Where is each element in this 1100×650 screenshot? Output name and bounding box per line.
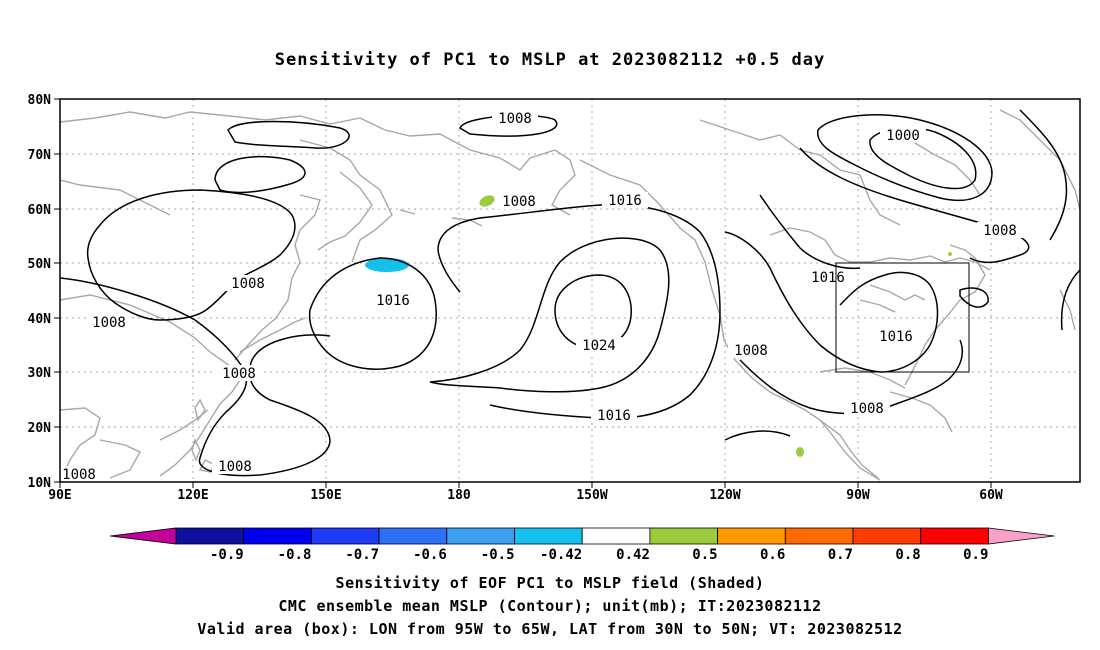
svg-text:1008: 1008 <box>498 111 532 127</box>
lat-label: 30N <box>28 366 52 381</box>
contour-label: 1008 <box>728 342 774 359</box>
colorbar-high-triangle <box>988 527 1055 545</box>
colorbar-segment <box>717 527 786 545</box>
svg-text:1016: 1016 <box>376 293 410 309</box>
positive-sensitivity-patch <box>479 195 495 207</box>
contour-label: 1008 <box>86 314 132 331</box>
colorbar-label: -0.6 <box>413 547 447 563</box>
colorbar-segment <box>514 527 583 545</box>
lat-label: 80N <box>28 93 52 108</box>
contour-label: 1008 <box>492 110 538 127</box>
contour-label: 1008 <box>495 193 541 210</box>
coastlines <box>60 109 1080 481</box>
footer-line-2: CMC ensemble mean MSLP (Contour); unit(m… <box>278 597 822 615</box>
lat-label: 60N <box>28 203 52 218</box>
colorbar-label: -0.8 <box>278 547 312 563</box>
contour-label: 1008 <box>225 275 271 292</box>
lat-label: 50N <box>28 257 52 272</box>
colorbar-low-triangle <box>109 527 177 545</box>
contour-label: 1008 <box>212 458 258 475</box>
svg-text:1008: 1008 <box>222 366 256 382</box>
contour-label: 1008 <box>844 400 890 417</box>
sensitivity-shading <box>365 195 952 457</box>
colorbar-segment <box>649 527 719 545</box>
svg-text:1008: 1008 <box>92 315 126 331</box>
svg-text:1008: 1008 <box>502 194 536 210</box>
colorbar-segment <box>784 527 854 545</box>
lat-label: 20N <box>28 421 52 436</box>
longitude-labels: 90E 120E 150E 180 150W 120W 90W 60W <box>48 488 1003 503</box>
colorbar-segment <box>920 527 989 545</box>
contour-label: 1016 <box>805 269 851 286</box>
colorbar-segment <box>310 527 380 545</box>
svg-text:1000: 1000 <box>886 128 920 144</box>
svg-text:1008: 1008 <box>983 223 1017 239</box>
lat-label: 10N <box>28 476 52 491</box>
colorbar-segment <box>852 527 922 545</box>
contour-label: 1016 <box>602 192 648 209</box>
colorbar-label: 0.42 <box>616 547 650 563</box>
lon-label: 90E <box>48 488 71 503</box>
colorbar: -0.9 -0.8 -0.7 -0.6 -0.5 -0.42 0.42 0.5 0.6 0.7 0.… <box>109 527 1055 563</box>
footer-line-1: Sensitivity of EOF PC1 to MSLP field (Sh… <box>335 574 765 592</box>
colorbar-label: 0.9 <box>963 547 988 563</box>
svg-text:1008: 1008 <box>218 459 252 475</box>
colorbar-label: 0.8 <box>895 547 920 563</box>
svg-text:1008: 1008 <box>231 276 265 292</box>
colorbar-label: -0.7 <box>345 547 379 563</box>
svg-text:1016: 1016 <box>811 270 845 286</box>
colorbar-label: 0.6 <box>760 547 785 563</box>
map-frame <box>59 98 1081 483</box>
tick-marks <box>54 98 992 488</box>
svg-text:1008: 1008 <box>850 401 884 417</box>
contour-label: 1000 <box>880 127 926 144</box>
lon-label: 90W <box>846 488 870 503</box>
svg-text:1016: 1016 <box>879 329 913 345</box>
lon-label: 180 <box>447 488 471 503</box>
valid-area-box <box>835 262 970 373</box>
colorbar-segment <box>446 527 515 545</box>
lon-label: 60W <box>979 488 1003 503</box>
contour-label: 1016 <box>873 328 919 345</box>
lon-label: 120W <box>709 488 740 503</box>
contour-label: 1008 <box>977 222 1023 239</box>
lon-label: 120E <box>177 488 208 503</box>
svg-text:1016: 1016 <box>608 193 642 209</box>
positive-sensitivity-patch <box>948 252 952 256</box>
contour-label: 1024 <box>576 337 622 354</box>
map-title: Sensitivity of PC1 to MSLP at 2023082112… <box>274 50 826 70</box>
colorbar-label: -0.5 <box>481 547 515 563</box>
colorbar-label: -0.42 <box>540 547 582 563</box>
contour-labels: 1008 1008 1016 1008 1008 1008 1016 1008 … <box>60 110 1023 483</box>
map-panel: 1008 1008 1016 1008 1008 1008 1016 1008 … <box>60 99 1080 483</box>
colorbar-segment <box>378 527 448 545</box>
positive-sensitivity-patch <box>796 447 804 457</box>
colorbar-segment <box>175 527 245 545</box>
svg-text:1024: 1024 <box>582 338 616 354</box>
colorbar-segment <box>243 527 312 545</box>
colorbar-label: -0.9 <box>210 547 244 563</box>
svg-text:1008: 1008 <box>734 343 768 359</box>
negative-sensitivity-patch <box>365 258 409 272</box>
latitude-labels: 80N 70N 60N 50N 40N 30N 20N 10N <box>28 93 52 491</box>
footer-line-3: Valid area (box): LON from 95W to 65W, L… <box>197 620 903 638</box>
contour-label: 1008 <box>216 365 262 382</box>
colorbar-segment <box>581 527 651 545</box>
contour-label: 1016 <box>591 407 637 424</box>
contour-label: 1016 <box>370 292 416 309</box>
colorbar-label: 0.5 <box>692 547 717 563</box>
lon-label: 150W <box>576 488 607 503</box>
svg-text:1016: 1016 <box>597 408 631 424</box>
lat-label: 70N <box>28 148 52 163</box>
colorbar-label: 0.7 <box>828 547 853 563</box>
lat-label: 40N <box>28 312 52 327</box>
svg-text:1008: 1008 <box>62 467 96 483</box>
lon-label: 150E <box>310 488 341 503</box>
contour-label: 1008 <box>60 466 98 483</box>
